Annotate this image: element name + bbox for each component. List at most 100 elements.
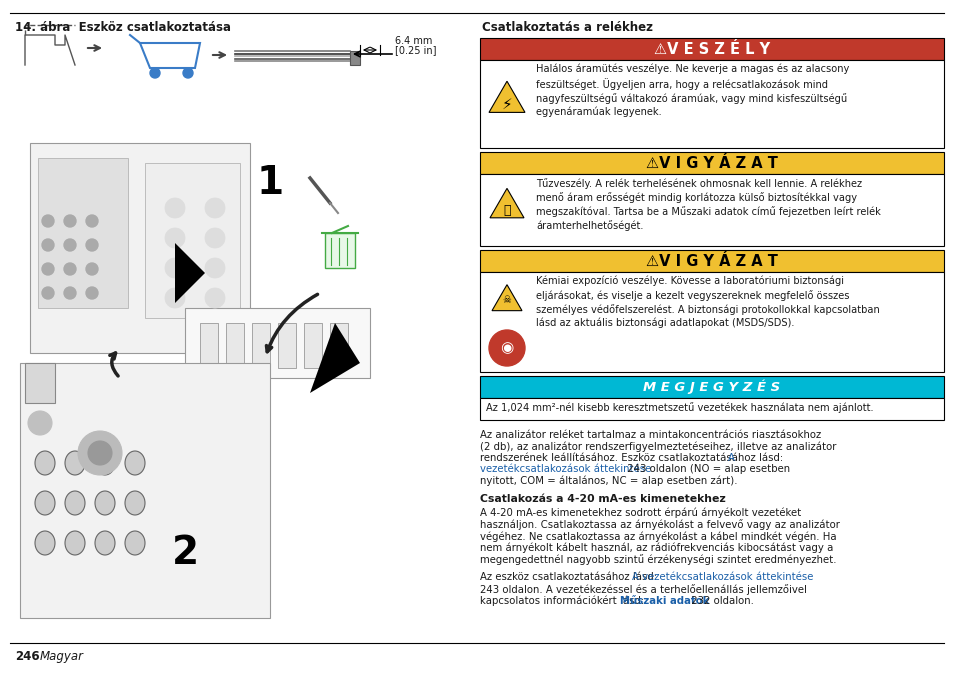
Bar <box>277 323 295 368</box>
Text: Tűzveszély. A relék terhelésének ohmosnak kell lennie. A relékhez
menő áram erős: Tűzveszély. A relék terhelésének ohmosna… <box>536 178 880 232</box>
Bar <box>350 51 359 65</box>
Text: Kémiai expozíció veszélye. Kövesse a laboratóriumi biztonsági
eljárásokat, és vi: Kémiai expozíció veszélye. Kövesse a lab… <box>536 276 879 328</box>
Bar <box>479 60 943 148</box>
Text: [0.25 in]: [0.25 in] <box>395 45 436 55</box>
Circle shape <box>42 215 54 227</box>
Circle shape <box>64 215 76 227</box>
Bar <box>226 323 244 368</box>
Ellipse shape <box>95 531 115 555</box>
Circle shape <box>86 215 98 227</box>
Circle shape <box>86 263 98 275</box>
Text: Csatlakoztatás a relékhez: Csatlakoztatás a relékhez <box>481 21 652 34</box>
Text: 243 oldalon (NO = alap esetben: 243 oldalon (NO = alap esetben <box>623 464 789 474</box>
Text: nem árnyékolt kábelt használ, az rádiófrekvenciás kibocsátást vagy a: nem árnyékolt kábelt használ, az rádiófr… <box>479 542 833 553</box>
Circle shape <box>165 198 185 218</box>
Circle shape <box>86 239 98 251</box>
Ellipse shape <box>35 491 55 515</box>
Circle shape <box>64 263 76 275</box>
Text: Az eszköz csatlakoztatásához lásd:: Az eszköz csatlakoztatásához lásd: <box>479 573 659 583</box>
Text: ⚠V I G Y Á Z A T: ⚠V I G Y Á Z A T <box>645 155 777 170</box>
Text: 243 oldalon. A vezetékezéssel és a terhelőellenállás jellemzőivel: 243 oldalon. A vezetékezéssel és a terhe… <box>479 584 806 595</box>
Circle shape <box>64 239 76 251</box>
Text: használjon. Csatlakoztassa az árnyékolást a felvevő vagy az analizátor: használjon. Csatlakoztassa az árnyékolás… <box>479 520 839 530</box>
Text: 232 oldalon.: 232 oldalon. <box>687 596 753 606</box>
Circle shape <box>42 239 54 251</box>
Text: végéhez. Ne csatlakoztassa az árnyékolást a kábel mindkét végén. Ha: végéhez. Ne csatlakoztassa az árnyékolás… <box>479 531 836 542</box>
Text: A vezetékcsatlakozások áttekintése: A vezetékcsatlakozások áttekintése <box>631 573 813 583</box>
Bar <box>479 38 943 60</box>
Text: ⚡: ⚡ <box>501 96 512 112</box>
Text: ⚠V I G Y Á Z A T: ⚠V I G Y Á Z A T <box>645 254 777 269</box>
Text: 1: 1 <box>256 164 283 202</box>
Ellipse shape <box>65 451 85 475</box>
Text: (2 db), az analizátor rendszerfigyelmeztetéseihez, illetve az analizátor: (2 db), az analizátor rendszerfigyelmezt… <box>479 441 836 452</box>
Text: Halálos áramütés veszélye. Ne keverje a magas és az alacsony
feszültséget. Ügyel: Halálos áramütés veszélye. Ne keverje a … <box>536 64 848 118</box>
Bar <box>325 233 355 268</box>
Circle shape <box>183 68 193 78</box>
Bar <box>20 363 270 618</box>
Bar <box>145 163 240 318</box>
Circle shape <box>86 287 98 299</box>
Circle shape <box>165 258 185 278</box>
Circle shape <box>489 330 524 366</box>
Polygon shape <box>310 323 359 393</box>
Bar <box>479 376 943 398</box>
Circle shape <box>150 68 160 78</box>
Text: megengedettnél nagyobb szintű érzékenységi szintet eredményezhet.: megengedettnél nagyobb szintű érzékenysé… <box>479 554 836 565</box>
Ellipse shape <box>65 531 85 555</box>
Text: 🔥: 🔥 <box>503 205 510 217</box>
Circle shape <box>78 431 122 475</box>
Circle shape <box>165 228 185 248</box>
Text: 2: 2 <box>172 534 198 572</box>
Text: nyitott, COM = általános, NC = alap esetben zárt).: nyitott, COM = általános, NC = alap eset… <box>479 476 737 487</box>
Bar <box>30 143 250 353</box>
Text: kapcsolatos információkért lásd:: kapcsolatos információkért lásd: <box>479 596 647 606</box>
Ellipse shape <box>35 451 55 475</box>
Circle shape <box>165 288 185 308</box>
Text: ☠: ☠ <box>502 295 511 305</box>
Bar <box>479 398 943 420</box>
Ellipse shape <box>95 491 115 515</box>
Circle shape <box>64 287 76 299</box>
Bar <box>330 323 348 368</box>
Circle shape <box>205 198 225 218</box>
Text: rendszerének leállításához. Eszköz csatlakoztatásához lásd:: rendszerének leállításához. Eszköz csatl… <box>479 453 785 463</box>
Bar <box>479 152 943 174</box>
Bar <box>185 308 370 378</box>
Circle shape <box>205 228 225 248</box>
Circle shape <box>205 258 225 278</box>
Circle shape <box>42 263 54 275</box>
Text: Csatlakozás a 4-20 mA-es kimenetekhez: Csatlakozás a 4-20 mA-es kimenetekhez <box>479 495 725 505</box>
Text: 14. ábra  Eszköz csatlakoztatása: 14. ábra Eszköz csatlakoztatása <box>15 21 231 34</box>
Bar <box>479 250 943 272</box>
Text: Magyar: Magyar <box>40 650 84 663</box>
Text: Az 1,024 mm²-nél kisebb keresztmetszetű vezetékek használata nem ajánlott.: Az 1,024 mm²-nél kisebb keresztmetszetű … <box>485 402 873 413</box>
Ellipse shape <box>65 491 85 515</box>
Bar <box>479 174 943 246</box>
Circle shape <box>42 287 54 299</box>
Ellipse shape <box>125 531 145 555</box>
Polygon shape <box>490 188 523 218</box>
Text: M E G J E G Y Z É S: M E G J E G Y Z É S <box>642 380 780 394</box>
Circle shape <box>28 411 52 435</box>
Polygon shape <box>492 285 521 311</box>
Text: Műszaki adatok: Műszaki adatok <box>619 596 709 606</box>
Text: 246: 246 <box>15 650 40 663</box>
Text: Az analizátor reléket tartalmaz a mintakoncentrációs riasztásokhoz: Az analizátor reléket tartalmaz a mintak… <box>479 430 821 440</box>
Bar <box>200 323 218 368</box>
Polygon shape <box>174 243 205 303</box>
Text: ⚠V E S Z É L Y: ⚠V E S Z É L Y <box>653 42 769 57</box>
Polygon shape <box>489 81 524 112</box>
Text: A: A <box>727 453 734 463</box>
Ellipse shape <box>125 491 145 515</box>
Bar <box>479 272 943 372</box>
Bar <box>25 363 55 403</box>
Circle shape <box>205 288 225 308</box>
Ellipse shape <box>125 451 145 475</box>
Bar <box>38 158 128 308</box>
Bar <box>252 323 270 368</box>
Bar <box>304 323 322 368</box>
Text: ◉: ◉ <box>500 341 513 355</box>
Ellipse shape <box>95 451 115 475</box>
Circle shape <box>88 441 112 465</box>
